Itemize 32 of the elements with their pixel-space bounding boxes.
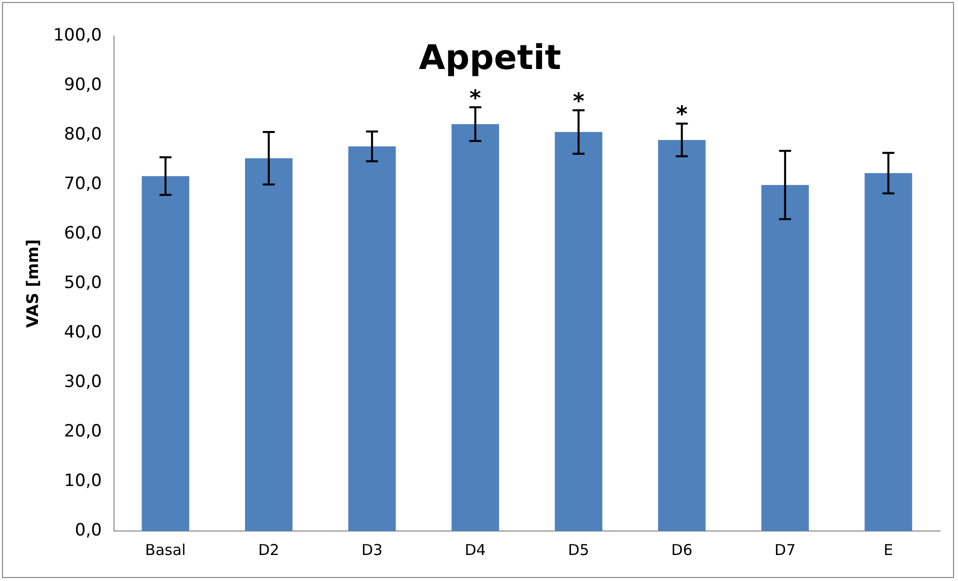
chart-title: Appetit <box>418 38 562 78</box>
x-tick-label: D7 <box>774 540 796 559</box>
bar <box>142 176 190 531</box>
x-tick-label: D3 <box>361 540 383 559</box>
y-axis-title: VAS [mm] <box>22 239 42 328</box>
bar <box>348 146 396 531</box>
x-tick-label: D2 <box>258 540 280 559</box>
x-tick-label: E <box>884 540 894 559</box>
x-tick-label: D4 <box>464 540 486 559</box>
y-tick-label: 70,0 <box>64 174 102 194</box>
x-tick-label: Basal <box>145 540 186 559</box>
y-tick-label: 80,0 <box>64 124 102 144</box>
y-tick-label: 0,0 <box>74 520 102 540</box>
y-tick-label: 20,0 <box>64 421 102 442</box>
bar <box>245 158 293 531</box>
y-tick-label: 90,0 <box>64 74 102 95</box>
bar <box>658 140 706 531</box>
annotation: * <box>676 102 688 128</box>
annotation: * <box>470 86 482 112</box>
annotation: * <box>572 89 585 114</box>
y-tick-label: 40,0 <box>64 322 102 342</box>
bar <box>554 132 602 531</box>
y-tick-label: 100,0 <box>53 25 102 46</box>
y-tick-label: 30,0 <box>64 372 102 392</box>
y-tick-label: 10,0 <box>64 470 102 491</box>
y-tick-label: 60,0 <box>64 223 102 244</box>
bar <box>864 173 912 531</box>
bar <box>452 124 500 531</box>
bar <box>761 184 809 531</box>
y-tick-label: 50,0 <box>64 272 102 293</box>
x-tick-label: D6 <box>671 540 692 559</box>
x-tick-label: D5 <box>568 540 590 559</box>
